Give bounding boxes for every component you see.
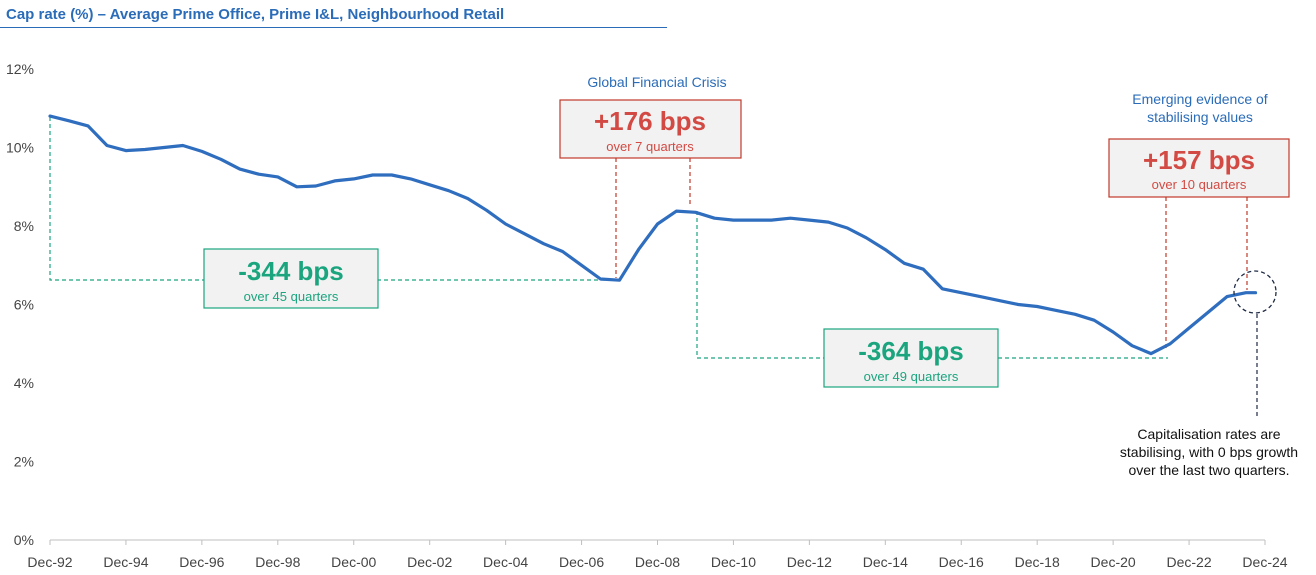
stabilising-label-line1: Emerging evidence of <box>1132 91 1268 107</box>
y-tick-label: 12% <box>6 61 34 77</box>
x-tick-label: Dec-20 <box>1091 554 1136 570</box>
decline-box-1-value: -344 bps <box>238 256 344 286</box>
x-tick-label: Dec-98 <box>255 554 300 570</box>
x-axis: Dec-92 Dec-94 Dec-96 Dec-98 Dec-00 Dec-02 Dec-… <box>27 539 1288 570</box>
x-tick-label: Dec-92 <box>27 554 72 570</box>
cap-rate-series-line <box>48 114 1258 356</box>
y-axis: 0% 2% 4% 6% 8% 10% 12% <box>6 61 34 548</box>
increase-box-1: +176 bps over 7 quarters <box>559 99 742 159</box>
x-tick-label: Dec-22 <box>1166 554 1211 570</box>
x-tick-label: Dec-18 <box>1015 554 1060 570</box>
y-tick-label: 6% <box>14 297 34 313</box>
note-line2: stabilising, with 0 bps growth <box>1120 444 1298 460</box>
green-guide-decline-1 <box>49 117 618 281</box>
stabilising-highlight-circle <box>1233 270 1277 314</box>
x-tick-label: Dec-06 <box>559 554 604 570</box>
stabilising-label-line2: stabilising values <box>1147 109 1253 125</box>
decline-box-1: -344 bps over 45 quarters <box>203 248 379 309</box>
increase-box-2-sub: over 10 quarters <box>1152 177 1247 192</box>
title-underline <box>0 27 667 28</box>
x-tick-label: Dec-16 <box>939 554 984 570</box>
x-tick-label: Dec-00 <box>331 554 376 570</box>
increase-box-2-value: +157 bps <box>1143 145 1255 175</box>
green-guide-decline-2 <box>696 211 1168 359</box>
y-tick-label: 4% <box>14 375 34 391</box>
increase-box-1-sub: over 7 quarters <box>606 139 694 154</box>
y-tick-label: 10% <box>6 140 34 156</box>
x-tick-label: Dec-24 <box>1242 554 1287 570</box>
reference-lines <box>49 117 1258 416</box>
x-tick-label: Dec-14 <box>863 554 908 570</box>
increase-box-1-value: +176 bps <box>594 106 706 136</box>
y-tick-label: 0% <box>14 532 34 548</box>
x-tick-label: Dec-94 <box>103 554 148 570</box>
increase-box-2: +157 bps over 10 quarters <box>1108 138 1290 198</box>
y-tick-label: 2% <box>14 454 34 470</box>
chart-title: Cap rate (%) – Average Prime Office, Pri… <box>6 6 505 23</box>
note-line3: over the last two quarters. <box>1128 462 1289 478</box>
decline-box-1-sub: over 45 quarters <box>244 289 339 304</box>
gfc-label: Global Financial Crisis <box>587 74 726 90</box>
note-line1: Capitalisation rates are <box>1137 426 1280 442</box>
x-tick-label: Dec-04 <box>483 554 528 570</box>
decline-box-2-sub: over 49 quarters <box>864 369 959 384</box>
x-tick-label: Dec-08 <box>635 554 680 570</box>
y-tick-label: 8% <box>14 218 34 234</box>
x-tick-label: Dec-02 <box>407 554 452 570</box>
decline-box-2-value: -364 bps <box>858 336 964 366</box>
decline-box-2: -364 bps over 49 quarters <box>823 328 999 388</box>
x-tick-label: Dec-96 <box>179 554 224 570</box>
x-tick-label: Dec-10 <box>711 554 756 570</box>
x-tick-label: Dec-12 <box>787 554 832 570</box>
